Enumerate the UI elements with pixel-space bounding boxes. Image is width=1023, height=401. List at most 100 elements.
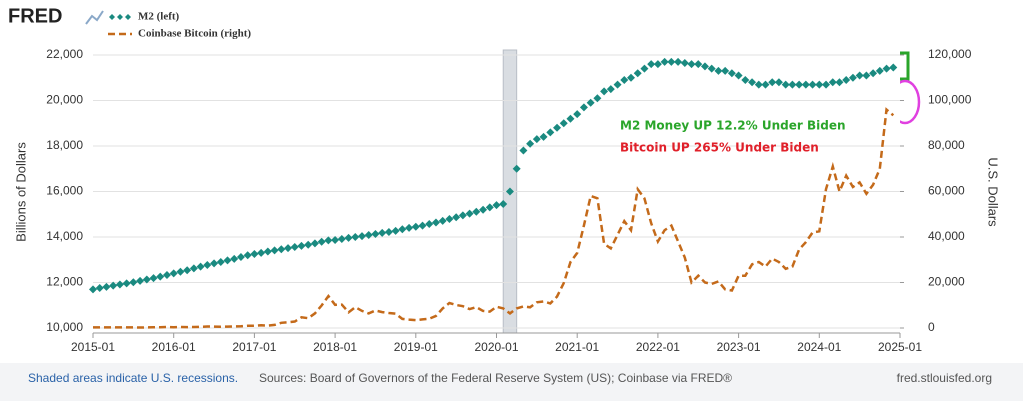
y-tick-label: 14,000 bbox=[46, 229, 83, 243]
m2-marker bbox=[774, 78, 783, 87]
m2-marker bbox=[848, 73, 857, 82]
y-tick-label: 10,000 bbox=[46, 320, 83, 334]
m2-marker bbox=[142, 275, 151, 284]
m2-marker bbox=[479, 205, 488, 214]
m2-marker bbox=[842, 76, 851, 85]
y2-tick-label: 40,000 bbox=[928, 229, 965, 243]
y-tick-label: 12,000 bbox=[46, 275, 83, 289]
m2-marker bbox=[600, 87, 609, 96]
m2-marker bbox=[162, 270, 171, 279]
m2-marker bbox=[485, 203, 494, 212]
m2-marker bbox=[243, 251, 252, 260]
m2-marker bbox=[431, 218, 440, 227]
m2-marker bbox=[263, 247, 272, 256]
m2-marker bbox=[512, 164, 521, 173]
m2-marker bbox=[196, 262, 205, 271]
m2-marker bbox=[102, 282, 111, 291]
m2-marker bbox=[788, 80, 797, 89]
m2-marker bbox=[748, 78, 757, 87]
m2-marker bbox=[445, 215, 454, 224]
site: fred.stlouisfed.org bbox=[897, 371, 992, 385]
x-tick-label: 2019-01 bbox=[394, 340, 438, 354]
m2-marker bbox=[458, 211, 467, 220]
m2-marker bbox=[358, 232, 366, 241]
m2-marker bbox=[203, 260, 212, 269]
x-tick-label: 2025-01 bbox=[878, 340, 922, 354]
m2-marker bbox=[606, 85, 615, 94]
m2-marker bbox=[324, 236, 333, 245]
y-tick-label: 16,000 bbox=[46, 184, 83, 198]
annotation: Bitcoin UP 265% Under Biden bbox=[620, 141, 819, 155]
m2-marker bbox=[331, 235, 340, 244]
legend-marker bbox=[117, 14, 123, 20]
logo: FRED bbox=[8, 5, 62, 27]
y2-tick-label: 60,000 bbox=[928, 184, 965, 198]
m2-marker bbox=[378, 228, 387, 237]
m2-marker bbox=[539, 132, 548, 141]
m2-marker bbox=[277, 245, 286, 254]
m2-marker bbox=[828, 78, 837, 87]
annotation: M2 Money UP 12.2% Under Biden bbox=[620, 119, 846, 133]
m2-marker bbox=[519, 146, 528, 155]
m2-marker bbox=[438, 216, 447, 225]
m2-marker bbox=[660, 57, 669, 66]
y-tick-label: 18,000 bbox=[46, 138, 83, 152]
m2-marker bbox=[384, 227, 393, 236]
m2-marker bbox=[337, 235, 346, 244]
m2-marker bbox=[741, 76, 750, 85]
m2-marker bbox=[270, 246, 279, 255]
m2-marker bbox=[371, 230, 380, 239]
m2-marker bbox=[216, 258, 225, 267]
bitcoin-line bbox=[93, 107, 895, 329]
m2-marker bbox=[532, 135, 541, 144]
m2-marker bbox=[344, 233, 353, 242]
m2-marker bbox=[169, 269, 178, 278]
x-tick-label: 2015-01 bbox=[71, 340, 115, 354]
m2-marker bbox=[734, 71, 743, 80]
x-tick-label: 2020-01 bbox=[474, 340, 518, 354]
m2-marker bbox=[633, 69, 642, 78]
m2-marker bbox=[505, 187, 514, 196]
m2-marker bbox=[613, 80, 622, 89]
logo-icon bbox=[85, 10, 104, 25]
m2-marker bbox=[593, 94, 602, 103]
m2-marker bbox=[835, 78, 844, 87]
m2-marker bbox=[250, 250, 259, 259]
m2-marker bbox=[156, 272, 165, 281]
m2-marker bbox=[115, 280, 124, 289]
x-tick-label: 2018-01 bbox=[313, 340, 357, 354]
m2-marker bbox=[815, 80, 824, 89]
x-tick-label: 2023-01 bbox=[717, 340, 761, 354]
m2-marker bbox=[889, 63, 898, 72]
m2-marker bbox=[754, 80, 763, 89]
m2-marker bbox=[223, 256, 232, 265]
m2-marker bbox=[95, 283, 104, 292]
y-tick-label: 20,000 bbox=[46, 93, 83, 107]
m2-marker bbox=[122, 279, 131, 288]
m2-marker bbox=[129, 278, 138, 287]
m2-marker bbox=[579, 103, 588, 112]
m2-marker bbox=[566, 114, 575, 123]
m2-marker bbox=[290, 243, 299, 252]
m2-marker bbox=[667, 57, 676, 66]
m2-marker bbox=[526, 139, 535, 148]
m2-marker bbox=[674, 57, 683, 66]
m2-marker bbox=[653, 60, 662, 69]
m2-marker bbox=[781, 80, 790, 89]
m2-marker bbox=[89, 285, 97, 294]
m2-marker bbox=[801, 80, 810, 89]
m2-marker bbox=[236, 253, 245, 262]
footer-bg bbox=[0, 363, 1023, 401]
m2-marker bbox=[109, 281, 118, 290]
m2-marker bbox=[472, 207, 481, 216]
x-tick-label: 2017-01 bbox=[232, 340, 276, 354]
m2-marker bbox=[586, 98, 595, 107]
m2-marker bbox=[351, 232, 360, 241]
m2-marker bbox=[700, 62, 709, 71]
m2-marker bbox=[210, 259, 219, 268]
m2-marker bbox=[869, 69, 878, 78]
y2-tick-label: 20,000 bbox=[928, 275, 965, 289]
y2-tick-label: 120,000 bbox=[928, 47, 972, 61]
y-axis-label: Billions of Dollars bbox=[13, 142, 28, 242]
